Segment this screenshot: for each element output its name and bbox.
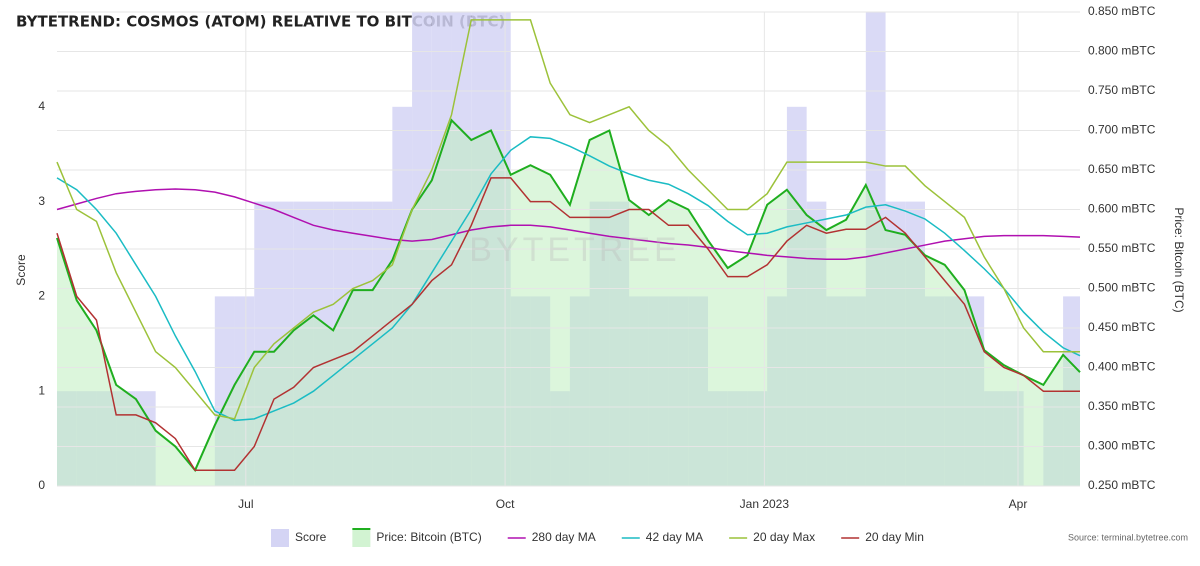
y2-axis-label: Price: Bitcoin (BTC) — [1172, 207, 1186, 312]
y2-tick-label: 0.800 mBTC — [1088, 44, 1156, 58]
x-tick-label: Apr — [1009, 497, 1028, 511]
y2-tick-label: 0.450 mBTC — [1088, 320, 1156, 334]
y-tick-label: 2 — [38, 289, 45, 303]
y-tick-label: 4 — [38, 99, 45, 113]
price-area — [57, 120, 1080, 486]
y2-tick-label: 0.600 mBTC — [1088, 202, 1156, 216]
legend-item: Price: Bitcoin (BTC) — [352, 528, 482, 547]
legend-label: 42 day MA — [646, 530, 703, 544]
legend-item: Score — [271, 529, 327, 547]
y2-tick-label: 0.400 mBTC — [1088, 360, 1156, 374]
legend-label: Price: Bitcoin (BTC) — [376, 530, 481, 544]
y2-tick-label: 0.750 mBTC — [1088, 83, 1156, 97]
series-line — [56, 188, 1081, 261]
chart-title: BYTETREND: COSMOS (ATOM) RELATIVE TO BIT… — [16, 13, 505, 31]
legend-swatch — [352, 529, 371, 547]
legend-swatch — [271, 529, 289, 547]
legend-label: 20 day Max — [753, 530, 815, 544]
y-tick-label: 1 — [38, 383, 45, 397]
y2-tick-label: 0.850 mBTC — [1088, 4, 1156, 18]
series-line — [56, 177, 1080, 471]
y2-tick-label: 0.500 mBTC — [1088, 281, 1156, 295]
watermark: BYTETREE — [469, 231, 680, 269]
x-tick-label: Oct — [496, 497, 515, 511]
series-line — [56, 19, 1080, 420]
y-axis-label: Score — [14, 254, 28, 286]
x-tick-label: Jan 2023 — [740, 497, 790, 511]
legend-item: 42 day MA — [621, 530, 703, 544]
lines — [56, 19, 1081, 473]
legend-label: 280 day MA — [532, 530, 596, 544]
y2-tick-label: 0.650 mBTC — [1088, 162, 1156, 176]
legend-label: 20 day Min — [865, 530, 924, 544]
y-tick-label: 0 — [38, 478, 45, 492]
x-tick-label: Jul — [238, 497, 253, 511]
y2-tick-label: 0.700 mBTC — [1088, 123, 1156, 137]
legend-item: 280 day MA — [507, 530, 596, 544]
y2-tick-label: 0.550 mBTC — [1088, 241, 1156, 255]
legend-item: 20 day Max — [729, 530, 815, 544]
legend-label: Score — [295, 530, 327, 544]
y-tick-label: 3 — [38, 194, 45, 208]
legend-item: 20 day Min — [841, 530, 924, 544]
grid — [57, 11, 1080, 487]
y2-tick-label: 0.250 mBTC — [1088, 478, 1156, 492]
source: Source: terminal.bytetree.com — [1068, 532, 1188, 542]
y2-tick-label: 0.350 mBTC — [1088, 399, 1156, 413]
y2-tick-label: 0.300 mBTC — [1088, 439, 1156, 453]
